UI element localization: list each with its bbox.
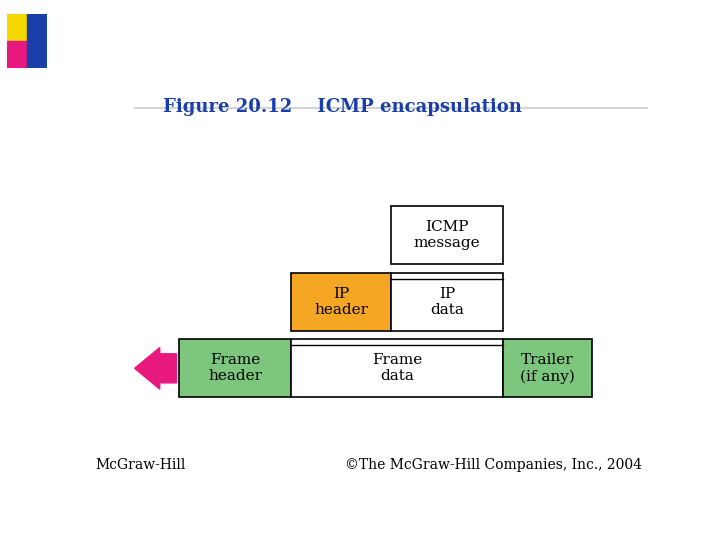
- Text: Frame
data: Frame data: [372, 353, 422, 383]
- Bar: [179, 339, 291, 397]
- Text: Figure 20.12    ICMP encapsulation: Figure 20.12 ICMP encapsulation: [163, 98, 521, 116]
- Bar: [392, 206, 503, 265]
- Bar: [7, 14, 27, 40]
- Text: Trailer
(if any): Trailer (if any): [520, 353, 575, 383]
- Bar: [27, 40, 47, 68]
- FancyArrow shape: [135, 348, 176, 389]
- Text: ICMP
message: ICMP message: [414, 220, 480, 251]
- Bar: [291, 339, 503, 397]
- Text: IP
header: IP header: [314, 287, 368, 317]
- Bar: [27, 14, 47, 40]
- Text: Frame
header: Frame header: [208, 353, 262, 383]
- Bar: [392, 273, 503, 331]
- Bar: [291, 273, 392, 331]
- Bar: [503, 339, 593, 397]
- Text: IP
data: IP data: [430, 287, 464, 317]
- Text: McGraw-Hill: McGraw-Hill: [96, 458, 186, 472]
- Text: ©The McGraw-Hill Companies, Inc., 2004: ©The McGraw-Hill Companies, Inc., 2004: [346, 458, 642, 472]
- Bar: [7, 40, 27, 68]
